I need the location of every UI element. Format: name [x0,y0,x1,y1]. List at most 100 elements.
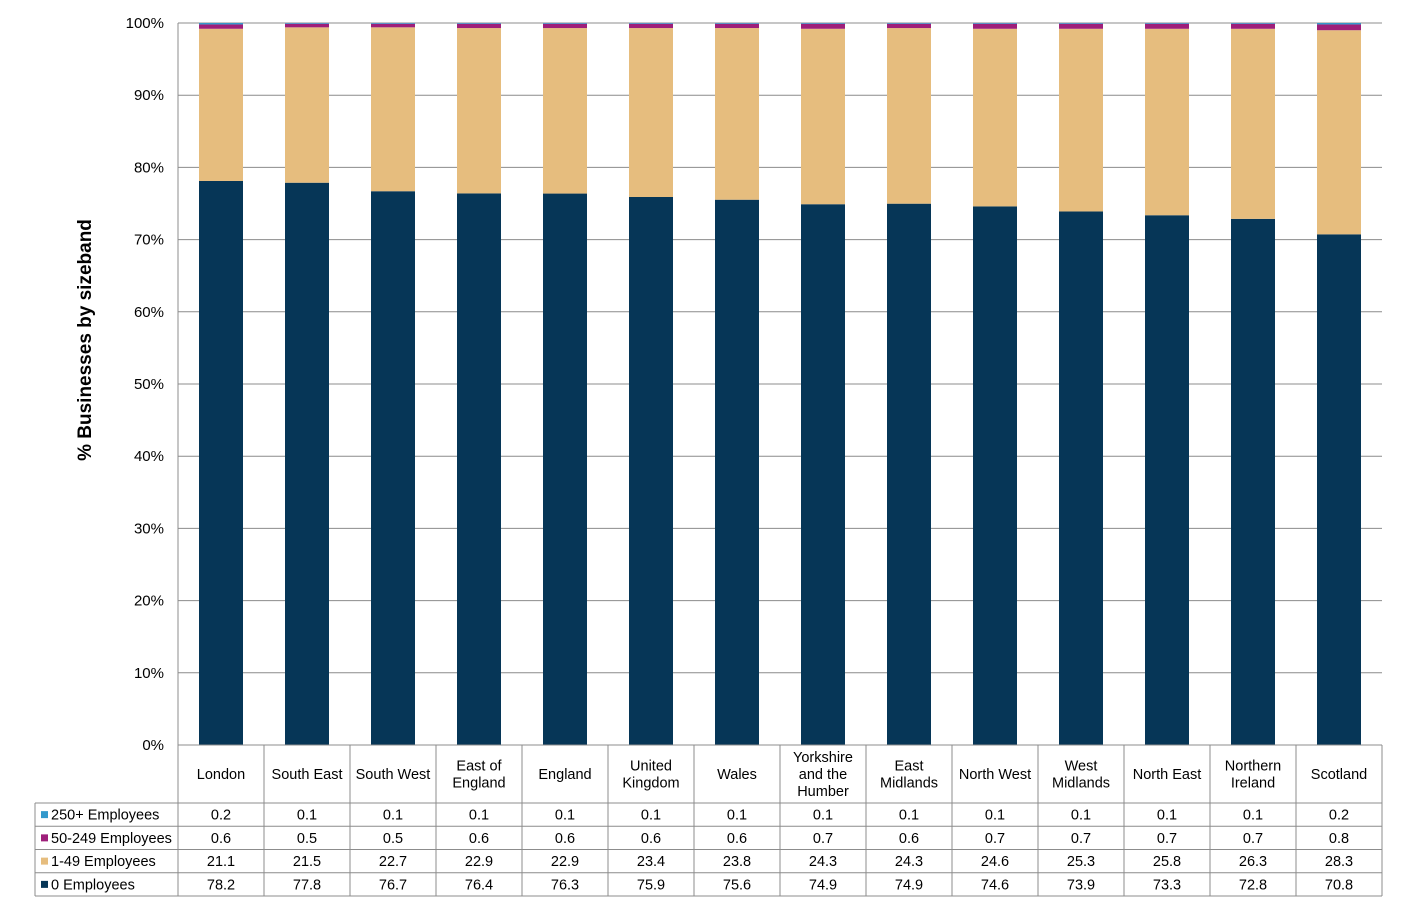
table-value-cell: 0.1 [383,808,403,824]
bar-segment [715,23,759,24]
y-tick-label: 40% [134,448,164,465]
bar-segment [887,23,931,29]
table-value-cell: 74.9 [809,877,837,893]
bar-segment [371,23,415,24]
y-axis-tick-labels: 0% 10% 20% 30% 40% 50% 60% 70% 80% 90% 100% [126,15,164,754]
table-value-cell: 0.7 [985,831,1005,847]
table-value-cell: 0.7 [1243,831,1263,847]
bar-segment [1231,23,1275,29]
bar-segment [715,23,759,29]
y-tick-label: 70% [134,232,164,249]
x-category-label: East Midlands [880,759,938,792]
table-value-cell: 24.3 [895,854,923,870]
bar-segment [371,191,415,745]
legend-swatch [41,880,48,888]
legend-series-name: 50-249 Employees [51,831,172,847]
table-value-cell: 24.6 [981,854,1009,870]
table-value-cell: 74.9 [895,877,923,893]
bar-segment [629,23,673,29]
x-category-label: South West [356,767,431,783]
table-value-cell: 74.6 [981,877,1009,893]
bar-segment [457,23,501,24]
table-value-cell: 0.2 [211,808,231,824]
table-value-cell: 24.3 [809,854,837,870]
x-category-label: Scotland [1311,767,1367,783]
table-value-cell: 77.8 [293,877,321,893]
y-axis-title: % Businesses by sizeband [75,219,96,461]
y-tick-label: 50% [134,376,164,393]
bar-segment [199,180,243,746]
table-value-cell: 0.1 [641,808,661,824]
bar-segment [1059,23,1103,29]
bar-segment [543,23,587,29]
table-value-cell: 0.8 [1329,831,1349,847]
bar-segment [285,23,329,24]
bar-segment [973,206,1017,745]
legend-series-name: 250+ Employees [51,808,159,824]
table-value-cell: 78.2 [207,877,235,893]
bar-segment [801,28,845,205]
legend-swatch [41,857,48,865]
bar-segment [801,23,845,29]
bar-segment [457,28,501,194]
bar-segment [1317,234,1361,746]
table-value-cell: 0.1 [469,808,489,824]
table-value-cell: 0.6 [555,831,575,847]
table-value-cell: 0.6 [469,831,489,847]
x-category-label: Northern Ireland [1225,759,1281,792]
bar-segment [199,24,243,29]
bar-segment [543,193,587,745]
bar-segment [887,28,931,204]
bar-segment [199,23,243,25]
y-tick-label: 20% [134,593,164,610]
table-value-cell: 22.7 [379,854,407,870]
x-category-label: England [538,767,591,783]
table-value-cell: 0.1 [727,808,747,824]
table-value-cell: 23.4 [637,854,665,870]
bar-segment [285,182,329,745]
bar-segment [199,28,243,181]
table-value-cell: 0.1 [813,808,833,824]
x-category-label: North West [959,767,1031,783]
bar-segment [371,23,415,28]
bar-segment [887,203,931,746]
table-value-cell: 0.2 [1329,808,1349,824]
table-value-cell: 0.7 [1071,831,1091,847]
table-value-cell: 0.1 [555,808,575,824]
table-value-cell: 23.8 [723,854,751,870]
bar-segment [973,23,1017,29]
table-value-cell: 22.9 [465,854,493,870]
x-category-label: Yorkshire and the Humber [793,750,853,800]
table-value-cell: 0.1 [985,808,1005,824]
table-value-cell: 0.1 [899,808,919,824]
bar-segment [1145,23,1189,24]
bar-segment [1317,24,1361,31]
bar-segment [457,23,501,29]
table-value-cell: 0.1 [1071,808,1091,824]
table-value-cell: 0.7 [1157,831,1177,847]
table-value-cell: 21.5 [293,854,321,870]
bar-segment [543,23,587,24]
table-value-cell: 0.6 [641,831,661,847]
bar-segment [1317,23,1361,25]
bar-segment [1059,28,1103,212]
table-value-cell: 72.8 [1239,877,1267,893]
x-category-label: West Midlands [1052,759,1110,792]
bar-segment [1145,28,1189,216]
table-value-cell: 25.8 [1153,854,1181,870]
bar-segment [629,28,673,198]
x-category-label: London [197,767,245,783]
table-value-cell: 25.3 [1067,854,1095,870]
table-value-cell: 0.5 [297,831,317,847]
bar-segment [285,27,329,183]
legend-series-name: 0 Employees [51,877,135,893]
bar-segment [543,28,587,194]
table-value-cell: 0.6 [727,831,747,847]
legend-swatch [41,811,48,819]
table-value-cell: 0.6 [211,831,231,847]
bar-segment [973,23,1017,24]
x-category-label: Wales [717,767,757,783]
table-value-cell: 73.3 [1153,877,1181,893]
bar-segment [1231,28,1275,219]
x-category-label: South East [272,767,343,783]
